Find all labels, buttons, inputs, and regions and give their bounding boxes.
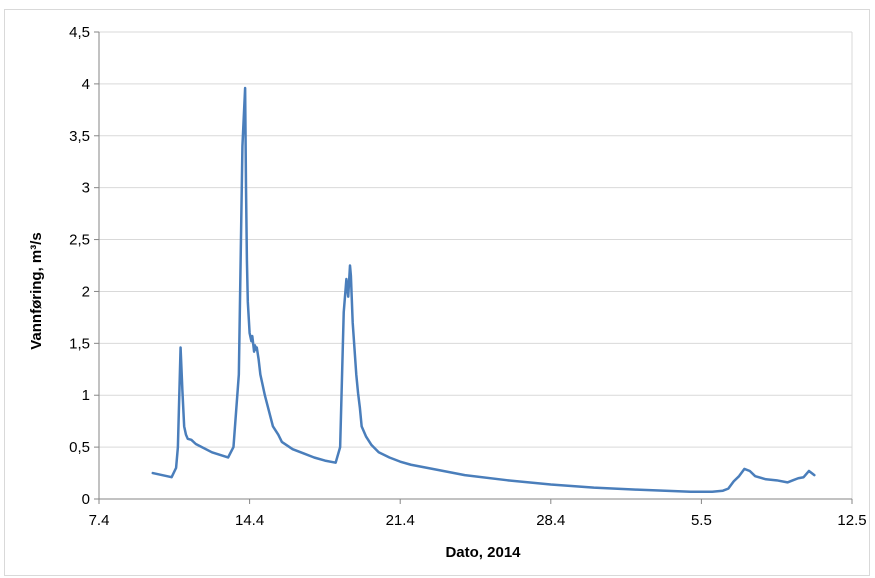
chart-frame <box>4 9 870 576</box>
y-tick-label: 1,5 <box>69 335 90 352</box>
y-tick-label: 0 <box>82 491 90 508</box>
x-tick-label: 28.4 <box>536 512 565 529</box>
x-axis-title: Dato, 2014 <box>445 544 521 561</box>
y-tick-label: 3 <box>82 180 90 197</box>
series-line <box>151 86 816 493</box>
x-tick-label: 5.5 <box>691 512 712 529</box>
x-tick-labels: 7.4 14.4 21.4 28.4 5.5 12.5 <box>89 512 867 529</box>
gridlines <box>99 31 853 499</box>
x-tick-label: 12.5 <box>837 512 866 529</box>
y-tick-label: 3,5 <box>69 128 90 145</box>
y-tick-label: 1 <box>82 387 90 404</box>
y-tick-labels: 0 0,5 1 1,5 2 2,5 3 3,5 4 4,5 <box>69 24 90 508</box>
y-axis-title: Vannføring, m³/s <box>28 232 45 350</box>
x-tick-label: 7.4 <box>89 512 110 529</box>
y-tick-label: 2 <box>82 283 90 300</box>
axes <box>94 31 853 504</box>
y-tick-label: 4,5 <box>69 24 90 41</box>
y-tick-label: 4 <box>82 76 90 93</box>
y-tick-label: 2,5 <box>69 232 90 249</box>
y-tick-label: 0,5 <box>69 439 90 456</box>
series-group <box>151 86 816 493</box>
x-tick-label: 21.4 <box>386 512 415 529</box>
x-tick-label: 14.4 <box>235 512 264 529</box>
